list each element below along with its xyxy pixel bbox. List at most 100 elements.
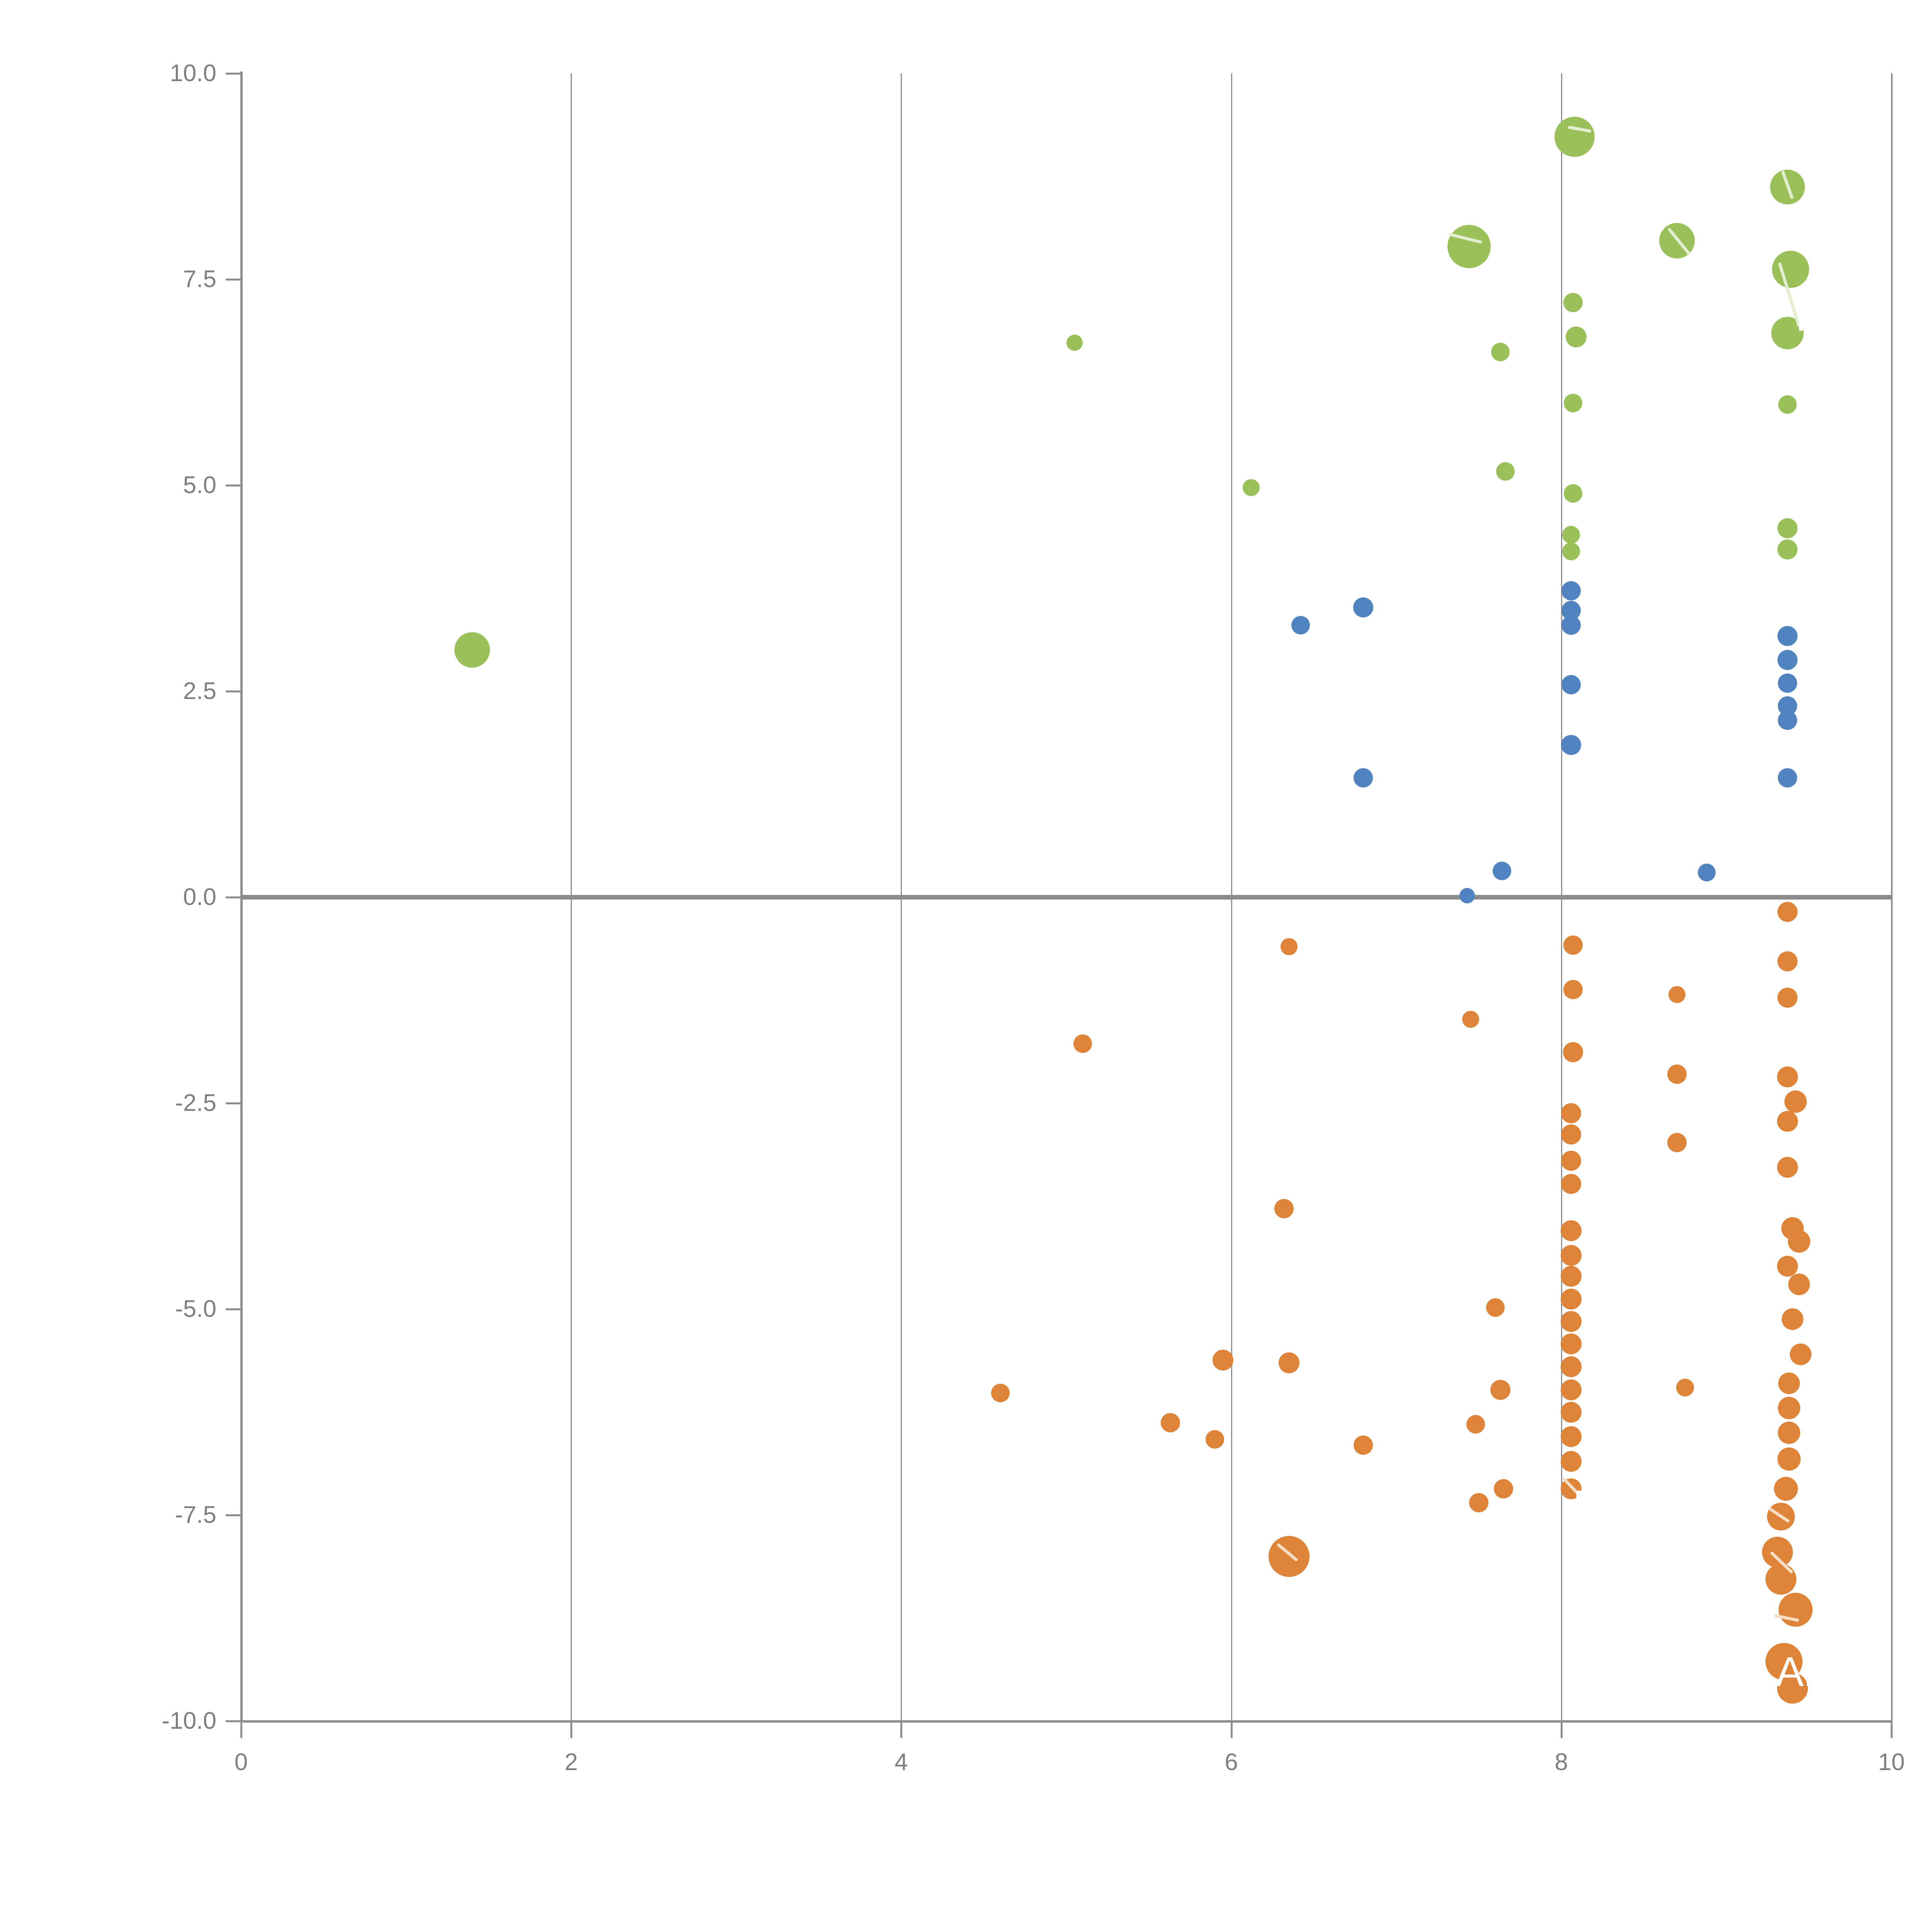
data-point-orange-21[interactable]: [1561, 1151, 1582, 1171]
data-point-orange-18[interactable]: [1563, 1042, 1583, 1062]
data-point-orange-4[interactable]: [1213, 1350, 1234, 1371]
data-point-orange-40[interactable]: [1777, 951, 1798, 972]
data-point-blue-1[interactable]: [1353, 597, 1374, 617]
data-point-green-0[interactable]: [454, 632, 490, 668]
data-point-blue-4[interactable]: [1493, 861, 1512, 880]
data-point-orange-29[interactable]: [1561, 1356, 1582, 1378]
data-point-orange-42[interactable]: [1777, 1066, 1798, 1087]
x-tick-6: [1230, 1723, 1233, 1738]
data-point-orange-33[interactable]: [1561, 1451, 1582, 1472]
data-point-orange-48[interactable]: [1777, 1256, 1798, 1277]
data-point-green-7[interactable]: [1563, 293, 1583, 312]
data-point-orange-14[interactable]: [1469, 1493, 1489, 1513]
data-point-green-8[interactable]: [1566, 327, 1587, 348]
data-point-orange-23[interactable]: [1561, 1220, 1582, 1242]
data-point-orange-17[interactable]: [1563, 980, 1583, 999]
data-point-green-3[interactable]: [1447, 224, 1491, 268]
annotation-label-1: M: [1573, 1481, 1608, 1529]
data-point-orange-54[interactable]: [1778, 1421, 1801, 1444]
data-point-orange-16[interactable]: [1563, 935, 1583, 955]
data-point-orange-1[interactable]: [1073, 1034, 1092, 1053]
data-point-orange-30[interactable]: [1561, 1379, 1582, 1400]
data-point-green-15[interactable]: [1772, 251, 1810, 288]
data-point-blue-10[interactable]: [1697, 864, 1716, 882]
data-point-green-1[interactable]: [1066, 335, 1083, 351]
data-point-blue-15[interactable]: [1777, 710, 1797, 730]
data-point-blue-5[interactable]: [1561, 581, 1581, 600]
data-point-orange-3[interactable]: [1205, 1430, 1224, 1449]
data-point-blue-16[interactable]: [1777, 768, 1797, 787]
data-point-orange-35[interactable]: [1668, 986, 1685, 1003]
data-point-orange-8[interactable]: [1269, 1536, 1310, 1577]
data-point-orange-37[interactable]: [1667, 1133, 1687, 1153]
data-point-blue-12[interactable]: [1777, 650, 1798, 670]
data-point-orange-22[interactable]: [1561, 1173, 1582, 1194]
data-point-orange-50[interactable]: [1781, 1308, 1803, 1330]
y-tick-label: 2.5: [93, 679, 216, 703]
data-point-orange-20[interactable]: [1561, 1124, 1582, 1145]
y-tick-label-text: 7.5: [183, 266, 216, 293]
data-point-blue-2[interactable]: [1354, 768, 1373, 787]
data-point-blue-13[interactable]: [1777, 673, 1797, 693]
data-point-orange-53[interactable]: [1778, 1396, 1801, 1419]
data-point-green-5[interactable]: [1496, 462, 1515, 481]
data-point-blue-11[interactable]: [1777, 626, 1798, 646]
data-point-orange-9[interactable]: [1354, 1435, 1373, 1455]
data-point-orange-38[interactable]: [1676, 1378, 1694, 1396]
data-point-orange-58[interactable]: [1762, 1536, 1793, 1568]
data-point-orange-41[interactable]: [1777, 988, 1798, 1008]
data-point-orange-43[interactable]: [1784, 1090, 1807, 1113]
data-point-orange-47[interactable]: [1787, 1230, 1810, 1253]
data-point-green-19[interactable]: [1777, 539, 1798, 560]
data-point-orange-56[interactable]: [1774, 1476, 1798, 1501]
data-point-blue-8[interactable]: [1561, 675, 1581, 694]
data-point-blue-7[interactable]: [1561, 616, 1581, 635]
data-point-orange-6[interactable]: [1274, 1199, 1294, 1218]
data-point-orange-25[interactable]: [1561, 1265, 1582, 1287]
data-point-orange-45[interactable]: [1777, 1157, 1798, 1178]
data-point-orange-10[interactable]: [1462, 1010, 1479, 1028]
data-point-green-6[interactable]: [1554, 117, 1595, 157]
data-point-orange-59[interactable]: [1765, 1564, 1796, 1595]
data-point-green-18[interactable]: [1777, 518, 1798, 538]
data-point-orange-2[interactable]: [1160, 1413, 1180, 1433]
data-point-orange-28[interactable]: [1561, 1333, 1582, 1354]
data-point-orange-49[interactable]: [1788, 1274, 1810, 1296]
data-point-orange-27[interactable]: [1561, 1311, 1582, 1332]
x-axis-spine: [241, 1720, 1893, 1723]
data-point-orange-52[interactable]: [1778, 1372, 1800, 1394]
data-point-green-9[interactable]: [1563, 393, 1582, 412]
data-point-blue-9[interactable]: [1561, 735, 1582, 755]
data-point-orange-44[interactable]: [1777, 1111, 1798, 1132]
data-point-green-4[interactable]: [1491, 342, 1510, 361]
data-point-orange-60[interactable]: [1779, 1593, 1813, 1627]
data-point-orange-0[interactable]: [991, 1384, 1010, 1403]
data-point-orange-7[interactable]: [1279, 1352, 1300, 1373]
data-point-orange-31[interactable]: [1561, 1401, 1582, 1423]
data-point-green-11[interactable]: [1562, 526, 1580, 544]
data-point-orange-36[interactable]: [1667, 1065, 1687, 1084]
y-tick-0.0: [226, 896, 241, 898]
data-point-green-17[interactable]: [1778, 395, 1797, 414]
data-point-orange-15[interactable]: [1494, 1479, 1514, 1498]
data-point-orange-13[interactable]: [1466, 1415, 1485, 1434]
data-point-orange-11[interactable]: [1486, 1298, 1505, 1317]
data-point-green-10[interactable]: [1563, 484, 1582, 503]
y-tick-2.5: [226, 690, 241, 692]
data-point-orange-26[interactable]: [1561, 1289, 1582, 1310]
data-point-orange-55[interactable]: [1777, 1447, 1801, 1471]
data-point-green-12[interactable]: [1562, 542, 1580, 560]
data-point-orange-5[interactable]: [1281, 938, 1298, 955]
data-point-orange-24[interactable]: [1561, 1245, 1582, 1266]
data-point-green-2[interactable]: [1242, 479, 1260, 497]
data-point-orange-62[interactable]: [1777, 1672, 1808, 1704]
data-point-orange-32[interactable]: [1561, 1426, 1582, 1447]
x-tick-label: 2: [564, 1749, 578, 1776]
data-point-blue-3[interactable]: [1459, 888, 1475, 903]
data-point-orange-39[interactable]: [1777, 902, 1798, 922]
data-point-orange-12[interactable]: [1490, 1379, 1510, 1400]
data-point-orange-51[interactable]: [1790, 1344, 1812, 1366]
data-point-blue-0[interactable]: [1291, 616, 1310, 635]
data-point-orange-19[interactable]: [1561, 1103, 1582, 1123]
